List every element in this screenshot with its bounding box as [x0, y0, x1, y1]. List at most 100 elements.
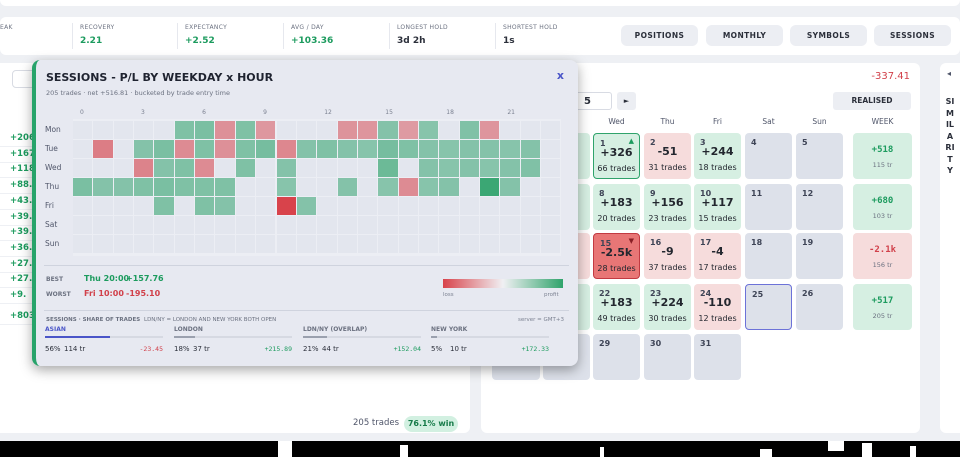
tab-button[interactable]: SESSIONS: [874, 25, 951, 46]
heatmap-cell: [276, 140, 296, 158]
stat-divider: [72, 23, 73, 49]
heatmap-cell: [459, 178, 479, 196]
heatmap-cell: [357, 140, 378, 158]
session-name[interactable]: ASIAN: [45, 326, 66, 333]
weekday-label: Wed: [45, 163, 62, 172]
week-trades: 205 tr: [872, 312, 893, 320]
heatmap-cell: [398, 140, 418, 158]
calendar-day[interactable]: 2 -51 31 trades: [644, 133, 691, 179]
calendar-day[interactable]: 25: [745, 284, 792, 330]
heatmap-cell: [134, 197, 154, 215]
heatmap-cell: [398, 121, 418, 139]
calendar-day[interactable]: 9 +156 23 trades: [644, 184, 691, 230]
heatmap-cell: [541, 140, 561, 158]
heatmap-cell: [500, 178, 520, 196]
calendar-day[interactable]: 3 +244 18 trades: [694, 133, 741, 179]
calendar-day[interactable]: 12: [796, 184, 843, 230]
heatmap-cell: [113, 159, 134, 177]
heatmap-cell: [337, 140, 357, 158]
session-trades: 37 tr: [193, 345, 210, 353]
calendar-day[interactable]: 19: [796, 233, 843, 279]
tab-button[interactable]: MONTHLY: [706, 25, 783, 46]
calendar-day[interactable]: 5: [796, 133, 843, 179]
heatmap-cell: [154, 197, 174, 215]
heatmap-cell: [459, 216, 479, 234]
heatmap-cell: [235, 216, 256, 234]
stat-value: 2.21: [80, 36, 103, 46]
session-share-bar: [174, 336, 195, 338]
heatmap-cell: [235, 121, 256, 139]
calendar-day[interactable]: 29: [593, 334, 640, 380]
strip-bar: [600, 447, 604, 457]
legend-loss: loss: [443, 292, 454, 298]
session-name[interactable]: NEW YORK: [431, 326, 468, 333]
heatmap-cell: [398, 216, 418, 234]
session-name[interactable]: LONDON: [174, 326, 203, 333]
calendar-day[interactable]: 31: [694, 334, 741, 380]
heatmap-cell: [256, 235, 276, 253]
heatmap-cell: [215, 235, 235, 253]
day-number: 10: [700, 189, 712, 198]
day-pnl: +156: [651, 196, 684, 209]
heatmap-cell: [256, 159, 276, 177]
collapse-arrow[interactable]: ◂: [947, 69, 952, 78]
day-pnl: -110: [703, 296, 732, 309]
tab-button[interactable]: POSITIONS: [621, 25, 698, 46]
heatmap-cell: [520, 159, 541, 177]
tab-button[interactable]: SYMBOLS: [790, 25, 867, 46]
day-trades: 28 trades: [597, 264, 636, 273]
heatmap-cell: [276, 235, 296, 253]
heatmap-cell: [276, 197, 296, 215]
calendar-day[interactable]: 11: [745, 184, 792, 230]
heatmap-cell: [398, 197, 418, 215]
heatmap-cell: [296, 216, 317, 234]
calendar-day[interactable]: 22 +183 49 trades: [593, 284, 640, 330]
calendar-day[interactable]: 30: [644, 334, 691, 380]
mode-button[interactable]: REALISED: [833, 92, 911, 110]
calendar-day[interactable]: 16 -9 37 trades: [644, 233, 691, 279]
calendar-day[interactable]: 17 -4 17 trades: [694, 233, 741, 279]
heatmap-cell: [520, 140, 541, 158]
session-track: [174, 336, 292, 338]
month-total: -337.41: [871, 71, 910, 82]
calendar-day[interactable]: 8 +183 20 trades: [593, 184, 640, 230]
close-button[interactable]: x: [556, 69, 564, 82]
calendar-day[interactable]: 26: [796, 284, 843, 330]
strip-bar: [760, 449, 772, 457]
row-divider: [0, 161, 40, 163]
calendar-day[interactable]: 18: [745, 233, 792, 279]
heatmap-cell: [418, 235, 439, 253]
pnl-value: +118.: [10, 164, 39, 175]
heatmap-cell: [195, 121, 215, 139]
heatmap-cell: [337, 197, 357, 215]
strip-bar: [278, 441, 292, 457]
similarity-tab[interactable]: ◂ SIMILARITY: [940, 63, 960, 433]
week-trades: 115 tr: [872, 161, 893, 169]
calendar-day[interactable]: 10 +117 15 trades: [694, 184, 741, 230]
calendar-day[interactable]: 1 ▲ +326 66 trades: [593, 133, 640, 179]
heatmap-cell: [439, 159, 459, 177]
session-name[interactable]: LDN/NY (OVERLAP): [303, 326, 368, 333]
week-pnl: +680: [871, 196, 894, 206]
row-divider: [0, 146, 40, 147]
calendar-day[interactable]: 15 ▼ -2.5k 28 trades: [593, 233, 640, 279]
stat-value: 1s: [503, 36, 515, 46]
pnl-value: +167.: [10, 148, 39, 159]
day-number: 17: [700, 238, 712, 247]
day-trades: 31 trades: [648, 163, 687, 172]
next-month[interactable]: ►: [617, 92, 636, 110]
stats-bar: EAK RECOVERY 2.21 EXPECTANCY +2.52 AVG / DAY +…: [0, 17, 960, 55]
calendar-day[interactable]: 23 +224 30 trades: [644, 284, 691, 330]
calendar-day[interactable]: 24 -110 12 trades: [694, 284, 741, 330]
session-trades: 44 tr: [322, 345, 339, 353]
heatmap-cell: [439, 178, 459, 196]
modal-title: SESSIONS - P/L BY WEEKDAY x HOUR: [46, 71, 274, 84]
heatmap-cell: [93, 235, 113, 253]
strip-bar: [862, 443, 872, 457]
session-track: [303, 336, 421, 338]
heatmap-cell: [73, 159, 93, 177]
day-pnl: -51: [657, 145, 678, 158]
day-pnl: -2.5k: [600, 246, 633, 259]
row-divider: [0, 324, 40, 325]
calendar-day[interactable]: 4: [745, 133, 792, 179]
